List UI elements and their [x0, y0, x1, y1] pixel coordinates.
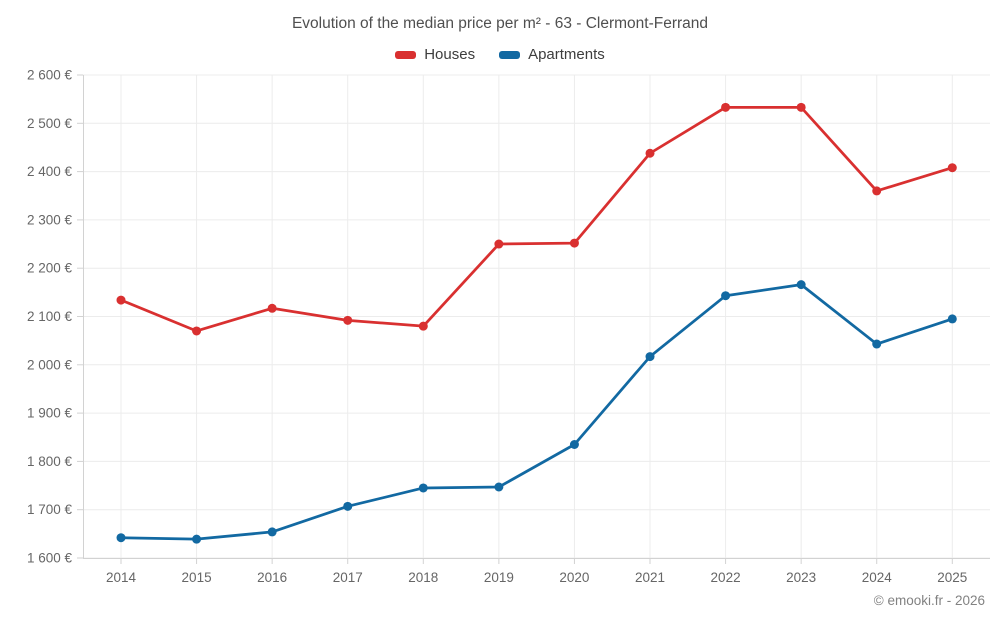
x-tick-label: 2025: [937, 570, 967, 585]
y-tick-label: 2 500 €: [27, 116, 73, 131]
data-point-houses-2020[interactable]: [569, 238, 579, 248]
series-line-apartments: [119, 283, 954, 541]
legend-item-apartments[interactable]: Apartments: [499, 46, 605, 63]
x-tick-label: 2024: [862, 570, 893, 585]
x-tick-label: 2022: [711, 570, 741, 585]
legend-marker-apartments: [499, 50, 521, 59]
x-tick-label: 2019: [484, 570, 514, 585]
y-tick-label: 2 300 €: [27, 212, 73, 227]
legend-item-houses[interactable]: Houses: [395, 46, 475, 63]
data-point-apartments-2020[interactable]: [569, 439, 579, 449]
y-tick-label: 1 600 €: [27, 551, 73, 566]
footer-credit: © emooki.fr - 2026: [873, 593, 985, 608]
data-point-houses-2016[interactable]: [267, 303, 277, 313]
x-tick-label: 2016: [257, 570, 287, 585]
data-point-apartments-2015[interactable]: [192, 534, 202, 544]
data-point-houses-2017[interactable]: [343, 315, 353, 325]
legend-label: Houses: [424, 46, 476, 63]
data-point-houses-2021[interactable]: [645, 148, 655, 158]
y-tick-label: 2 000 €: [27, 357, 73, 372]
y-tick-label: 1 900 €: [27, 406, 73, 421]
chart-title: Evolution of the median price per m² - 6…: [291, 15, 709, 32]
legend-marker-houses: [395, 50, 417, 59]
chart-legend: Houses Apartments: [0, 46, 1000, 63]
y-tick-label: 2 400 €: [27, 164, 73, 179]
data-point-houses-2022[interactable]: [721, 102, 731, 112]
data-point-apartments-2018[interactable]: [418, 483, 428, 493]
data-point-apartments-2021[interactable]: [645, 352, 655, 362]
y-tick-label: 2 200 €: [27, 261, 73, 276]
series-line-houses: [119, 105, 954, 333]
x-tick-label: 2021: [635, 570, 665, 585]
y-tick-label: 1 700 €: [27, 502, 73, 517]
data-point-houses-2023[interactable]: [796, 102, 806, 112]
y-tick-label: 2 600 €: [27, 68, 73, 83]
legend-label: Apartments: [528, 46, 605, 63]
y-tick-label: 1 800 €: [27, 454, 73, 469]
data-point-apartments-2017[interactable]: [343, 501, 353, 511]
data-point-apartments-2016[interactable]: [267, 527, 277, 537]
x-tick-label: 2015: [182, 570, 212, 585]
data-point-houses-2018[interactable]: [418, 321, 428, 331]
data-point-houses-2024[interactable]: [872, 186, 882, 196]
x-tick-label: 2017: [333, 570, 363, 585]
data-point-houses-2014[interactable]: [116, 295, 126, 305]
x-tick-label: 2014: [106, 570, 137, 585]
data-point-apartments-2025[interactable]: [947, 314, 957, 324]
data-point-houses-2015[interactable]: [192, 326, 202, 336]
y-tick-label: 2 100 €: [27, 309, 73, 324]
data-point-houses-2019[interactable]: [494, 239, 504, 249]
x-tick-label: 2023: [786, 570, 816, 585]
data-point-apartments-2014[interactable]: [116, 533, 126, 543]
x-tick-label: 2018: [408, 570, 438, 585]
data-point-houses-2025[interactable]: [947, 163, 957, 173]
data-point-apartments-2022[interactable]: [721, 291, 731, 301]
data-point-apartments-2019[interactable]: [494, 482, 504, 492]
data-point-apartments-2024[interactable]: [872, 339, 882, 349]
x-tick-label: 2020: [559, 570, 589, 585]
data-point-apartments-2023[interactable]: [796, 280, 806, 290]
